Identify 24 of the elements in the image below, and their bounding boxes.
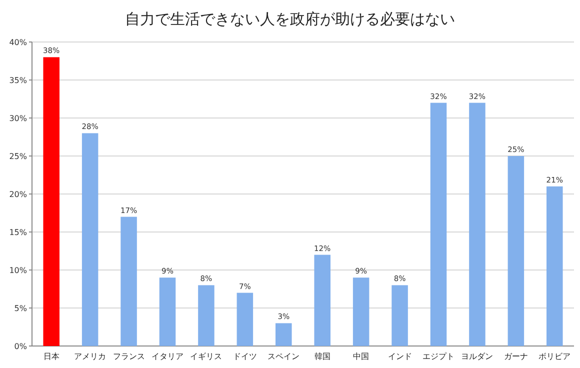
x-tick-label: エジプト <box>422 352 454 361</box>
y-tick-label: 20% <box>9 190 28 199</box>
x-tick-label: 韓国 <box>314 352 330 361</box>
x-tick-label: ガーナ <box>504 352 528 361</box>
x-tick-label: スペイン <box>268 352 300 361</box>
x-tick-label: ヨルダン <box>461 352 494 361</box>
y-tick-label: 0% <box>14 342 28 351</box>
x-tick-label: イタリア <box>152 352 184 361</box>
x-tick-label: イギリス <box>190 352 222 361</box>
x-tick-label: 中国 <box>353 352 370 361</box>
x-tick-label: 日本 <box>43 352 60 361</box>
y-tick-label: 30% <box>9 114 28 123</box>
x-tick-label: ドイツ <box>232 352 257 361</box>
x-tick-label: フランス <box>112 352 145 361</box>
title: 自力で生活できない人を政府が助ける必要はない <box>125 10 455 28</box>
y-tick-label: 10% <box>9 266 28 275</box>
y-tick-label: 5% <box>14 304 28 313</box>
y-tick-label: 35% <box>9 76 28 85</box>
x-tick-label: ボリビア <box>538 352 571 361</box>
y-tick-label: 25% <box>9 152 28 161</box>
y-tick-label: 40% <box>9 38 28 47</box>
y-tick-label: 15% <box>9 228 28 237</box>
x-tick-label: インド <box>388 352 412 361</box>
x-tick-label: アメリカ <box>74 352 106 361</box>
